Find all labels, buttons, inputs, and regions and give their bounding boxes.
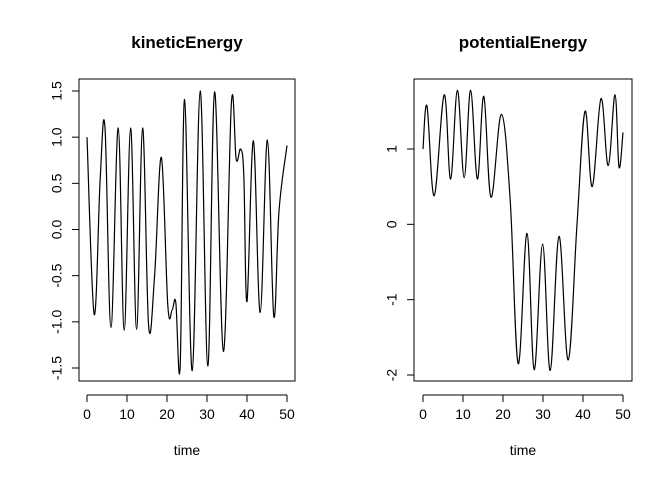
y-tick-label: 0.0 bbox=[49, 220, 65, 240]
x-tick-label: 50 bbox=[279, 406, 295, 422]
x-tick-label: 0 bbox=[419, 406, 427, 422]
y-tick-label: -2 bbox=[384, 369, 400, 382]
y-tick-label: 1 bbox=[384, 145, 400, 153]
x-axis-label: time bbox=[174, 442, 201, 458]
kinetic-energy-panel: kineticEnergy time 0 10 20 30 40 50 -1.5-1.0-… bbox=[49, 33, 296, 458]
x-tick-label: 10 bbox=[119, 406, 135, 422]
x-tick-label: 50 bbox=[615, 406, 631, 422]
x-tick-label: 30 bbox=[535, 406, 551, 422]
y-tick-label: -1.5 bbox=[49, 356, 65, 380]
y-axis: -2 -1 0 1 bbox=[384, 145, 415, 382]
x-tick-label: 30 bbox=[199, 406, 215, 422]
x-tick-label: 0 bbox=[83, 406, 91, 422]
chart-title: kineticEnergy bbox=[131, 33, 243, 52]
kinetic-energy-series-line bbox=[86, 90, 288, 375]
potential-energy-series-line bbox=[422, 89, 624, 372]
x-axis-label: time bbox=[510, 442, 537, 458]
y-tick-label: -1.0 bbox=[49, 310, 65, 334]
x-tick-label: 20 bbox=[159, 406, 175, 422]
x-tick-label: 40 bbox=[575, 406, 591, 422]
y-tick-label: 0 bbox=[384, 220, 400, 228]
x-tick-label: 10 bbox=[455, 406, 471, 422]
y-tick-label: -1 bbox=[384, 293, 400, 306]
y-tick-label: -0.5 bbox=[49, 263, 65, 287]
x-axis: 0 10 20 30 40 50 bbox=[419, 394, 631, 422]
y-tick-label: 1.5 bbox=[49, 81, 65, 101]
x-tick-label: 40 bbox=[239, 406, 255, 422]
chart-title: potentialEnergy bbox=[459, 33, 588, 52]
y-tick-label: 0.5 bbox=[49, 173, 65, 193]
y-tick-label: 1.0 bbox=[49, 127, 65, 147]
potential-energy-panel: potentialEnergy time 0 10 20 30 40 50 -2 -1 0 1 bbox=[384, 33, 633, 458]
x-tick-label: 20 bbox=[495, 406, 511, 422]
plot-frame bbox=[78, 78, 296, 382]
x-axis: 0 10 20 30 40 50 bbox=[83, 394, 295, 422]
y-axis: -1.5 -1.0 -0.5 0.0 0.5 1.0 1.5 bbox=[49, 81, 80, 380]
